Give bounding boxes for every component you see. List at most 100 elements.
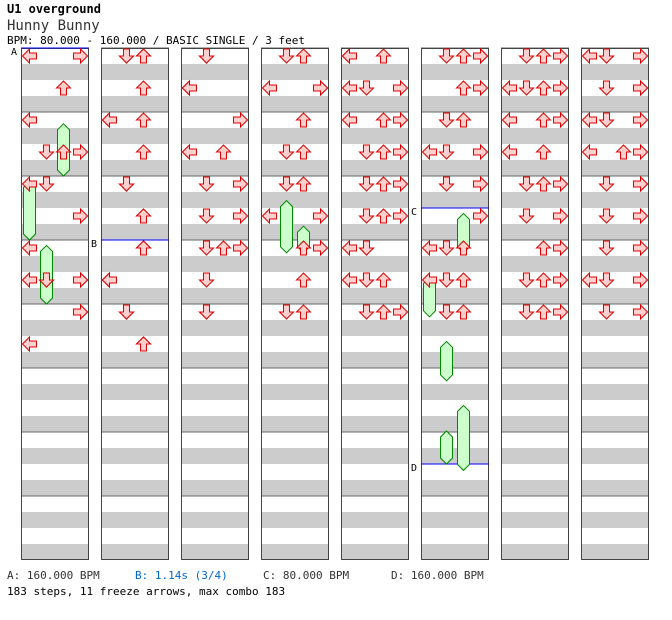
beat-band: [101, 256, 169, 272]
arrow-down-icon: [598, 48, 615, 64]
beat-band: [581, 160, 649, 176]
beat-band: [581, 48, 649, 64]
beat-band: [21, 528, 89, 544]
beat-band: [581, 240, 649, 256]
beat-band: [101, 288, 169, 304]
beat-band: [581, 288, 649, 304]
beat-band: [421, 288, 489, 304]
beat-band: [581, 384, 649, 400]
arrow-left-icon: [501, 79, 517, 97]
arrow-right-icon: [233, 207, 249, 225]
beat-band: [261, 256, 329, 272]
arrow-right-icon: [233, 239, 249, 257]
bpm-marker-label: C: [411, 207, 417, 218]
beat-band: [341, 384, 409, 400]
column-frame: [341, 48, 409, 560]
bpm-legend-a: A: 160.000 BPM: [7, 569, 100, 582]
beat-band: [261, 320, 329, 336]
arrow-right-icon: [313, 207, 329, 225]
beat-band: [581, 496, 649, 512]
arrow-down-icon: [518, 272, 535, 288]
arrow-down-icon: [518, 176, 535, 192]
arrow-up-icon: [535, 144, 552, 160]
arrow-down-icon: [358, 272, 375, 288]
beat-band: [101, 448, 169, 464]
beat-band: [421, 256, 489, 272]
beat-band: [21, 64, 89, 80]
beat-band: [341, 272, 409, 288]
bpm-marker-label: A: [11, 47, 17, 58]
arrow-left-icon: [421, 143, 437, 161]
beat-band: [101, 496, 169, 512]
beat-band: [501, 256, 569, 272]
beat-band: [501, 496, 569, 512]
beat-band: [421, 160, 489, 176]
column-frame: [501, 48, 569, 560]
arrow-up-icon: [535, 272, 552, 288]
column-frame: [101, 48, 169, 560]
beat-band: [501, 288, 569, 304]
arrow-right-icon: [393, 143, 409, 161]
arrow-up-icon: [135, 80, 152, 96]
arrow-up-icon: [375, 208, 392, 224]
beat-band: [21, 416, 89, 432]
beat-band: [261, 464, 329, 480]
bpm-legend-b: B: 1.14s (3/4): [135, 569, 228, 582]
arrow-left-icon: [21, 335, 37, 353]
beat-band: [261, 128, 329, 144]
arrow-up-icon: [535, 80, 552, 96]
arrow-down-icon: [38, 176, 55, 192]
arrow-down-icon: [598, 272, 615, 288]
beat-band: [21, 288, 89, 304]
arrow-up-icon: [295, 48, 312, 64]
beat-band: [21, 176, 89, 192]
arrow-up-icon: [215, 240, 232, 256]
arrow-up-icon: [375, 48, 392, 64]
arrow-down-icon: [358, 144, 375, 160]
beat-band: [101, 400, 169, 416]
beat-band: [21, 272, 89, 288]
beat-band: [181, 176, 249, 192]
beat-band: [21, 144, 89, 160]
beat-band: [101, 112, 169, 128]
beat-band: [101, 96, 169, 112]
beat-band: [581, 64, 649, 80]
beat-band: [181, 512, 249, 528]
arrow-down-icon: [438, 304, 455, 320]
beat-band: [101, 64, 169, 80]
beat-band: [101, 336, 169, 352]
beat-band: [581, 432, 649, 448]
beat-band: [21, 336, 89, 352]
bpm-legend-d: D: 160.000 BPM: [391, 569, 484, 582]
bpm-legend: A: 160.000 BPM B: 1.14s (3/4) C: 80.000 …: [7, 569, 667, 583]
arrow-down-icon: [598, 304, 615, 320]
arrow-right-icon: [633, 111, 649, 129]
beat-band: [341, 176, 409, 192]
beat-band: [261, 208, 329, 224]
arrow-right-icon: [473, 175, 489, 193]
arrow-right-icon: [233, 111, 249, 129]
beat-band: [261, 304, 329, 320]
beat-band: [341, 512, 409, 528]
beat-band: [21, 496, 89, 512]
beat-band: [341, 240, 409, 256]
beat-band: [21, 384, 89, 400]
beat-band: [421, 272, 489, 288]
arrow-right-icon: [73, 303, 89, 321]
beat-band: [21, 352, 89, 368]
beat-band: [261, 512, 329, 528]
beat-band: [501, 48, 569, 64]
beat-band: [21, 432, 89, 448]
arrow-down-icon: [358, 304, 375, 320]
arrow-up-icon: [535, 240, 552, 256]
beat-band: [421, 224, 489, 240]
arrow-right-icon: [553, 207, 569, 225]
beat-band: [581, 464, 649, 480]
beat-band: [421, 144, 489, 160]
beat-band: [21, 320, 89, 336]
arrow-down-icon: [118, 304, 135, 320]
beat-band: [261, 384, 329, 400]
beat-band: [101, 272, 169, 288]
arrow-right-icon: [473, 207, 489, 225]
